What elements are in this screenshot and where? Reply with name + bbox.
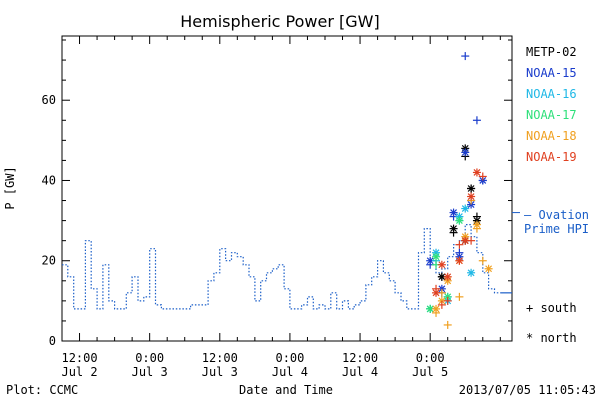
y-tick-label: 60 <box>42 93 56 107</box>
x-tick-label-time: 12:00 <box>202 351 238 365</box>
y-tick-label: 40 <box>42 173 56 187</box>
x-tick-label-date: Jul 3 <box>202 365 238 379</box>
north-marker <box>467 184 476 193</box>
y-tick-label: 20 <box>42 254 56 268</box>
north-marker <box>455 216 464 225</box>
x-tick-label-date: Jul 3 <box>132 365 168 379</box>
legend-entry: NOAA-19 <box>526 150 577 164</box>
chart-title: Hemispheric Power [GW] <box>180 12 379 31</box>
north-marker <box>432 304 441 313</box>
north-marker <box>455 256 464 265</box>
y-tick-label: 0 <box>49 334 56 348</box>
south-marker <box>443 320 452 329</box>
legend-entry: NOAA-18 <box>526 129 577 143</box>
legend-entry: NOAA-15 <box>526 66 577 80</box>
x-tick-label-time: 12:00 <box>342 351 378 365</box>
south-marker <box>455 240 464 249</box>
x-axis-label: Date and Time <box>239 383 333 397</box>
marker-legend: + south * north <box>526 301 577 345</box>
ovation-label-line2: Prime HPI <box>524 222 589 236</box>
north-marker <box>472 168 481 177</box>
x-tick-label-time: 0:00 <box>135 351 164 365</box>
north-marker <box>449 224 458 233</box>
north-marker <box>467 268 476 277</box>
y-axis-label: P [GW] <box>3 166 17 209</box>
south-marker <box>461 52 470 61</box>
south-marker <box>437 300 446 309</box>
x-tick-label-time: 12:00 <box>61 351 97 365</box>
north-marker <box>472 220 481 229</box>
y-axis: 0 20 40 60 <box>42 39 512 348</box>
ovation-label-line1: — Ovation <box>524 208 589 222</box>
north-marker <box>467 192 476 201</box>
north-marker <box>461 148 470 157</box>
north-marker <box>426 256 435 265</box>
north-marker <box>484 264 493 273</box>
north-marker <box>432 288 441 297</box>
south-marker <box>472 116 481 125</box>
x-tick-label-time: 0:00 <box>275 351 304 365</box>
south-marker <box>455 292 464 301</box>
x-tick-label-time: 0:00 <box>416 351 445 365</box>
x-tick-label-date: Jul 4 <box>342 365 378 379</box>
x-tick-label-date: Jul 4 <box>272 365 308 379</box>
north-marker <box>449 208 458 217</box>
satellite-series <box>426 52 493 329</box>
ovation-label: — Ovation Prime HPI <box>512 208 589 236</box>
marker-legend-entry: + south <box>526 301 577 315</box>
marker-legend-entry: * north <box>526 331 577 345</box>
legend-entry: NOAA-16 <box>526 87 577 101</box>
north-marker <box>443 272 452 281</box>
legend-entry: METP-02 <box>526 45 577 59</box>
ovation-line <box>62 224 501 310</box>
north-marker <box>461 236 470 245</box>
plot-frame <box>61 35 513 342</box>
x-tick-label-date: Jul 5 <box>412 365 448 379</box>
x-tick-label-date: Jul 2 <box>61 365 97 379</box>
north-marker <box>461 204 470 213</box>
legend: METP-02 NOAA-15 NOAA-16 NOAA-17 NOAA-18 NOAA-… <box>526 45 577 164</box>
south-marker <box>443 296 452 305</box>
plot-credit: Plot: CCMC <box>6 383 78 397</box>
plot-timestamp: 2013/07/05 11:05:43 <box>459 383 596 397</box>
north-marker <box>432 252 441 261</box>
legend-entry: NOAA-17 <box>526 108 577 122</box>
south-marker <box>478 256 487 265</box>
north-marker <box>437 260 446 269</box>
south-marker <box>478 172 487 181</box>
